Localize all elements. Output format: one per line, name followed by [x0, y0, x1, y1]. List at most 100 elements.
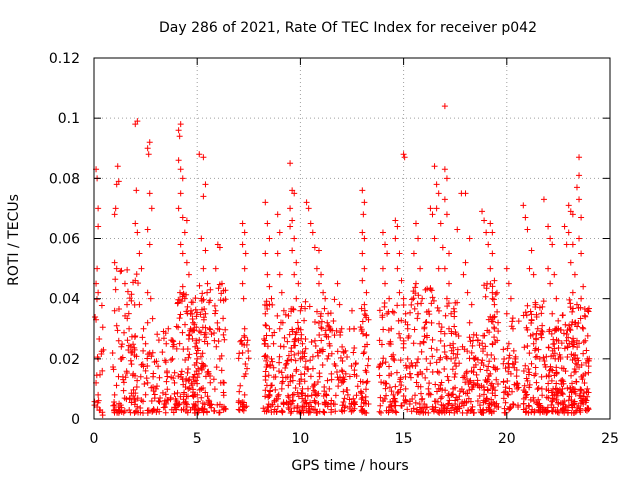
data-point	[425, 385, 432, 392]
data-point	[198, 394, 205, 401]
data-point	[361, 349, 368, 356]
data-point	[240, 407, 247, 414]
data-point	[427, 360, 434, 367]
data-point	[142, 367, 149, 374]
data-point	[150, 370, 157, 377]
data-point	[164, 386, 171, 393]
data-point	[342, 347, 349, 354]
data-point	[171, 379, 178, 386]
data-point	[530, 340, 537, 347]
data-point	[484, 376, 491, 383]
data-point	[418, 390, 425, 397]
data-point	[487, 265, 494, 272]
data-point	[553, 327, 560, 334]
data-point	[406, 398, 413, 405]
data-point	[211, 386, 218, 393]
data-point	[352, 360, 359, 367]
data-point	[429, 406, 436, 413]
data-point	[307, 409, 314, 416]
data-point	[298, 303, 305, 310]
data-point	[382, 241, 389, 248]
data-point	[320, 408, 327, 415]
data-point	[361, 235, 368, 242]
data-point	[307, 373, 314, 380]
data-point	[524, 226, 531, 233]
data-point	[558, 340, 565, 347]
data-point	[420, 409, 427, 416]
data-point	[212, 310, 219, 317]
data-point	[341, 395, 348, 402]
data-point	[266, 235, 273, 242]
data-point	[326, 385, 333, 392]
data-point	[190, 393, 197, 400]
data-point	[568, 388, 575, 395]
data-point	[358, 305, 365, 312]
data-point	[431, 235, 438, 242]
data-point	[390, 391, 397, 398]
data-point	[543, 409, 550, 416]
data-point	[502, 384, 509, 391]
data-point	[578, 361, 585, 368]
data-point	[279, 408, 286, 415]
data-point	[280, 307, 287, 314]
data-point	[395, 388, 402, 395]
data-point	[384, 250, 391, 257]
data-point	[584, 332, 591, 339]
data-point	[315, 400, 322, 407]
data-point	[113, 265, 120, 272]
data-point	[138, 265, 145, 272]
data-point	[271, 398, 278, 405]
data-point	[169, 343, 176, 350]
data-point	[238, 337, 245, 344]
data-point	[324, 377, 331, 384]
data-point	[262, 321, 269, 328]
data-point	[277, 319, 284, 326]
data-point	[551, 350, 558, 357]
data-point	[214, 241, 221, 248]
data-point	[510, 347, 517, 354]
x-tick-label: 20	[498, 431, 516, 447]
data-point	[190, 319, 197, 326]
data-point	[119, 354, 126, 361]
data-point	[276, 271, 283, 278]
data-point	[216, 409, 223, 416]
data-point	[481, 282, 488, 289]
data-point	[488, 352, 495, 359]
data-point	[288, 348, 295, 355]
data-point	[155, 337, 162, 344]
data-point	[328, 406, 335, 413]
data-point	[467, 377, 474, 384]
data-point	[584, 307, 591, 314]
data-point	[443, 175, 450, 182]
data-point	[326, 323, 333, 330]
data-point	[318, 325, 325, 332]
data-point	[154, 331, 161, 338]
data-point	[425, 308, 432, 315]
data-point	[339, 402, 346, 409]
data-point	[443, 355, 450, 362]
data-point	[377, 409, 384, 416]
data-point	[454, 396, 461, 403]
data-point	[451, 409, 458, 416]
data-point	[431, 398, 438, 405]
data-point	[468, 349, 475, 356]
data-point	[527, 308, 534, 315]
data-point	[220, 315, 227, 322]
data-point	[500, 395, 507, 402]
data-point	[119, 341, 126, 348]
data-point	[266, 325, 273, 332]
data-point	[289, 187, 296, 194]
data-point	[547, 366, 554, 373]
data-point	[322, 391, 329, 398]
data-point	[473, 332, 480, 339]
data-point	[565, 202, 572, 209]
data-point	[425, 409, 432, 416]
data-point	[308, 392, 315, 399]
data-point	[504, 345, 511, 352]
data-point	[177, 121, 184, 128]
data-point	[168, 357, 175, 364]
data-point	[415, 383, 422, 390]
data-point	[387, 338, 394, 345]
data-point	[490, 384, 497, 391]
data-point	[331, 401, 338, 408]
